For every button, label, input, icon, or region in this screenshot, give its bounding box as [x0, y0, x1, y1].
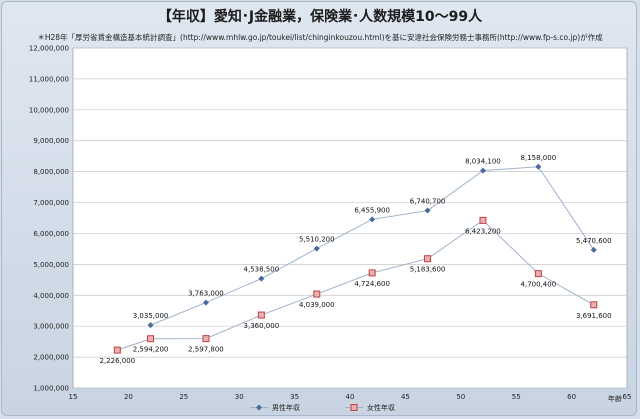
data-label: 6,455,900 — [354, 206, 390, 214]
data-label: 3,360,000 — [244, 322, 280, 330]
x-tick-label: 60 — [567, 393, 576, 401]
x-tick-label: 40 — [346, 393, 355, 401]
x-tick-label: 15 — [69, 393, 78, 401]
data-point — [147, 322, 154, 329]
y-tick-label: 11,000,000 — [29, 75, 69, 83]
y-tick-label: 2,000,000 — [33, 354, 69, 362]
data-point — [202, 335, 210, 343]
data-label: 4,700,400 — [521, 281, 557, 289]
data-label: 6,423,200 — [465, 227, 501, 235]
x-tick-label: 45 — [401, 393, 410, 401]
x-axis-label: 年齢 — [608, 394, 622, 403]
y-tick-label: 1,000,000 — [33, 385, 69, 393]
data-point — [590, 246, 597, 253]
data-label: 4,538,500 — [244, 266, 280, 274]
data-point — [534, 270, 542, 278]
y-tick-label: 4,000,000 — [33, 292, 69, 300]
data-label: 5,183,600 — [410, 266, 446, 274]
y-tick-label: 7,000,000 — [33, 199, 69, 207]
legend-label: 男性年収 — [272, 403, 300, 412]
legend-marker — [256, 404, 262, 411]
y-tick-label: 5,000,000 — [33, 261, 69, 269]
data-point — [479, 216, 487, 224]
legend-marker — [350, 404, 358, 411]
data-point — [258, 275, 265, 282]
chart-subtitle: ＊H28年「厚労省賃金構造基本統計調査」(http://www.mhlw.go.… — [37, 33, 603, 42]
data-label: 3,763,000 — [188, 290, 224, 298]
y-tick-label: 10,000,000 — [29, 106, 69, 114]
data-label: 4,724,600 — [354, 280, 390, 288]
y-tick-label: 12,000,000 — [29, 45, 69, 53]
data-label: 3,035,000 — [133, 312, 169, 320]
x-tick-label: 25 — [179, 393, 188, 401]
data-point — [313, 245, 320, 252]
x-tick-label: 65 — [623, 393, 632, 401]
data-point — [257, 311, 265, 319]
chart-title: 【年収】愛知･J金融業，保険業･人数規模10～99人 — [157, 9, 483, 25]
series-group: 3,035,000 3,763,000 4,538,500 5,510,200 6,45… — [99, 154, 611, 365]
x-tick-label: 30 — [235, 393, 244, 401]
data-label: 2,226,000 — [99, 357, 135, 365]
x-tick-label: 50 — [456, 393, 465, 401]
legend: 男性年収 女性年収 — [250, 403, 395, 412]
x-tick-label: 55 — [512, 393, 521, 401]
x-axis-ticks: 15 20 25 30 35 40 45 50 55 60 65 — [69, 393, 632, 401]
data-label: 5,510,200 — [299, 236, 335, 244]
data-label: 2,597,800 — [188, 346, 224, 354]
data-point — [479, 167, 486, 174]
data-point — [313, 290, 321, 298]
data-point — [113, 346, 121, 354]
data-label: 2,594,200 — [133, 346, 169, 354]
data-point — [424, 255, 432, 263]
y-tick-label: 9,000,000 — [33, 137, 69, 145]
gridlines — [73, 47, 627, 389]
y-tick-label: 3,000,000 — [33, 323, 69, 331]
x-tick-label: 20 — [124, 393, 133, 401]
data-point — [590, 301, 598, 309]
data-point — [424, 207, 431, 214]
x-tick-label: 35 — [290, 393, 299, 401]
data-point — [147, 335, 155, 343]
y-tick-label: 8,000,000 — [33, 168, 69, 176]
series-line — [117, 219, 595, 351]
data-point — [368, 269, 376, 277]
data-label: 4,039,000 — [299, 301, 335, 309]
y-tick-label: 6,000,000 — [33, 230, 69, 238]
y-axis-ticks: 1,000,000 2,000,000 3,000,000 4,000,000 5,00… — [29, 45, 69, 393]
data-label: 6,740,700 — [410, 198, 446, 206]
data-label: 8,034,100 — [465, 158, 501, 166]
data-point — [535, 163, 542, 170]
plot-area — [72, 47, 628, 389]
data-label: 8,158,000 — [521, 154, 557, 162]
data-point — [202, 299, 209, 306]
legend-label: 女性年収 — [367, 403, 395, 412]
data-point — [369, 216, 376, 223]
data-label: 3,691,600 — [576, 312, 612, 320]
data-label: 5,470,600 — [576, 237, 612, 245]
